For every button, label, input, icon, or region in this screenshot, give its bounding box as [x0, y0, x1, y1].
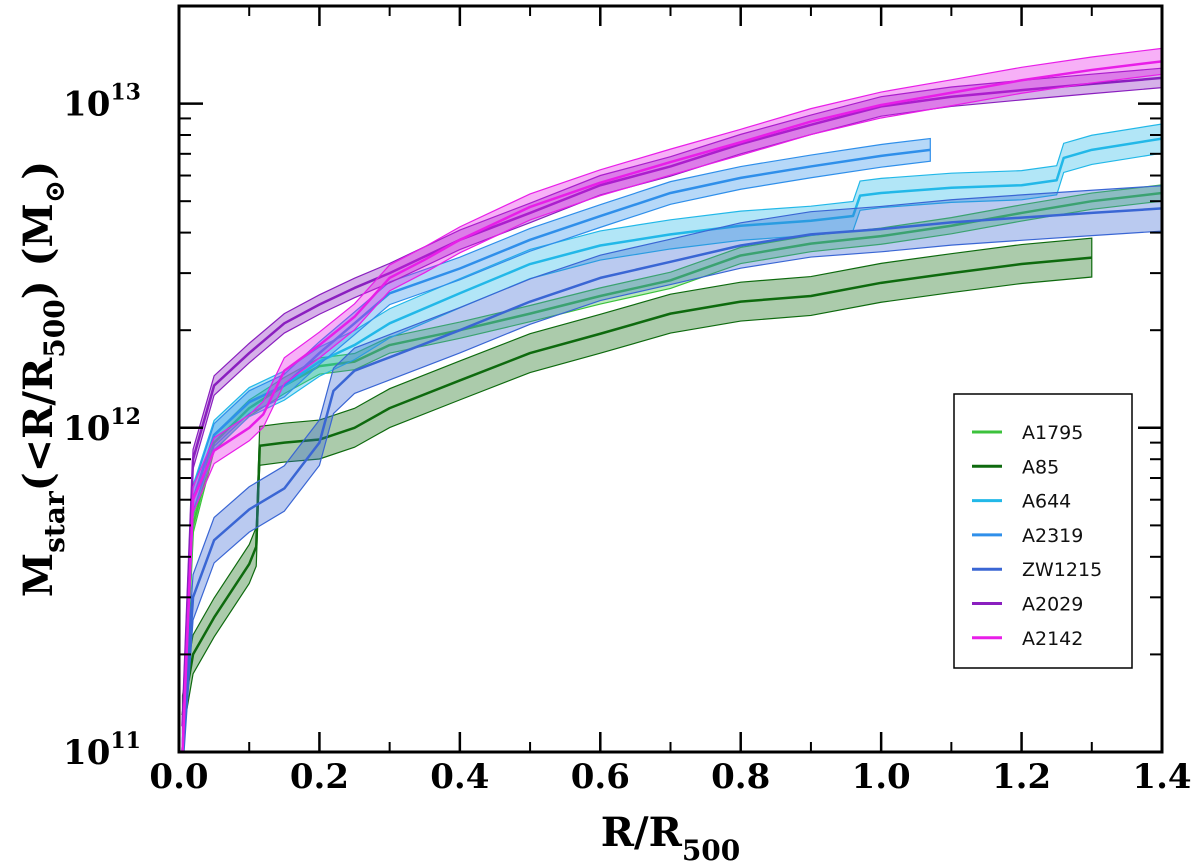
x-tick-label: 1.0 — [852, 757, 911, 797]
legend-label-a2029: A2029 — [1022, 594, 1083, 616]
legend-label-a2142: A2142 — [1022, 628, 1083, 650]
x-axis-title-base: R/R — [601, 809, 683, 856]
legend-label-a644: A644 — [1022, 491, 1071, 513]
x-axis-title: R/R500 — [601, 809, 741, 864]
x-tick-label: 0.8 — [711, 757, 770, 797]
legend: A1795 A85 A644 A2319 ZW1215 A2029 A2142 — [953, 393, 1133, 669]
legend-box — [953, 393, 1133, 669]
x-axis-title-sub: 500 — [682, 834, 740, 864]
y-title-m: M — [15, 553, 62, 597]
band-a1795 — [181, 184, 1162, 752]
line-a2029 — [181, 76, 1162, 727]
band-a2142 — [181, 47, 1162, 752]
y-title-open: (<R/R — [15, 357, 62, 491]
band-a85 — [181, 237, 1093, 735]
legend-label-a85: A85 — [1022, 456, 1059, 478]
legend-label-a2319: A2319 — [1022, 525, 1083, 547]
y-tick-label: 1011 — [63, 728, 141, 773]
y-tick-label: 1012 — [63, 404, 141, 449]
line-a2319 — [181, 148, 931, 752]
line-zw1215 — [181, 207, 1162, 752]
ticks-layer: 0.0 0.2 0.4 0.6 0.8 1.0 1.2 1.4 1011 1012 1013 — [63, 6, 1192, 797]
y-title-sub500: 500 — [38, 299, 71, 357]
y-title-sun: ⊙ — [38, 180, 71, 203]
band-a2029 — [181, 67, 1162, 737]
x-tick-label: 0.0 — [149, 757, 208, 797]
y-title-end: ) — [15, 161, 62, 180]
x-tick-label: 0.6 — [571, 757, 630, 797]
y-title-star: star — [38, 490, 71, 553]
x-tick-label: 1.4 — [1132, 757, 1191, 797]
x-tick-label: 0.2 — [290, 757, 349, 797]
series-layer — [181, 47, 1162, 752]
band-zw1215 — [181, 185, 1162, 752]
legend-label-zw1215: ZW1215 — [1022, 559, 1102, 581]
y-tick-label: 1013 — [63, 80, 141, 125]
line-a2142 — [181, 60, 1162, 752]
y-axis-title: Mstar(<R/R500) (M⊙) — [15, 161, 71, 597]
line-a85 — [181, 256, 1092, 716]
x-tick-label: 1.2 — [992, 757, 1051, 797]
legend-label-a1795: A1795 — [1022, 422, 1083, 444]
band-a2319 — [181, 137, 931, 752]
line-a1795 — [181, 191, 1162, 752]
y-title-close: ) (M — [15, 203, 62, 299]
x-tick-label: 0.4 — [430, 757, 489, 797]
